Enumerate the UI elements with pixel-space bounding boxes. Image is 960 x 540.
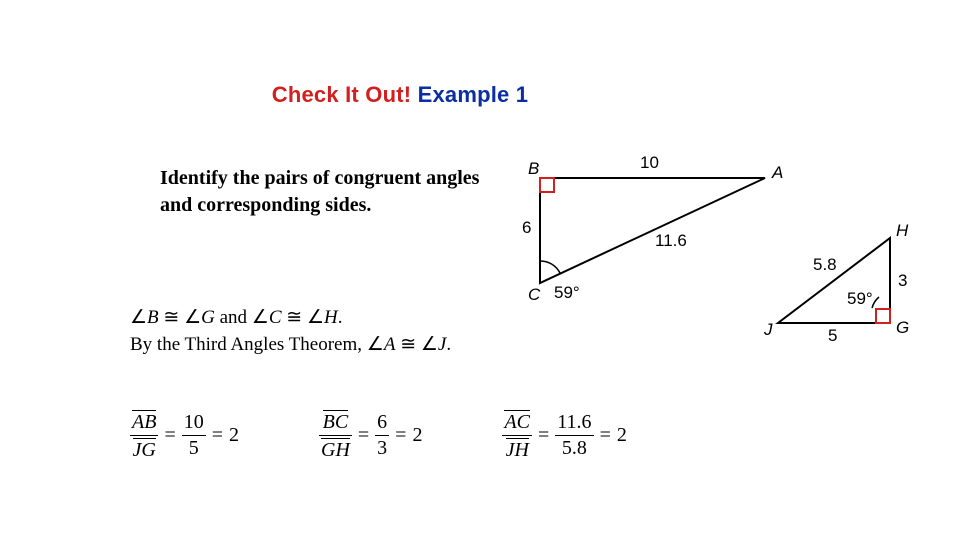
label-A: A bbox=[771, 163, 783, 182]
len-JG: 5 bbox=[828, 326, 837, 345]
triangles-figure: B A C 10 6 11.6 59° H G J bbox=[510, 148, 920, 373]
label-J: J bbox=[763, 320, 773, 339]
triangle-abc: B A C 10 6 11.6 59° bbox=[522, 153, 783, 304]
ratio-3: AC JH = 11.6 5.8 = 2 bbox=[502, 410, 626, 461]
answer-line-1: ∠B ≅ ∠G and ∠C ≅ ∠H. bbox=[130, 305, 451, 332]
ratio-1: AB JG = 10 5 = 2 bbox=[130, 410, 239, 461]
ratio-row: AB JG = 10 5 = 2 BC GH = 6 bbox=[130, 410, 627, 461]
label-G: G bbox=[896, 318, 909, 337]
len-BC: 6 bbox=[522, 218, 531, 237]
answer-line-2: By the Third Angles Theorem, ∠A ≅ ∠J. bbox=[130, 332, 451, 359]
len-JH: 5.8 bbox=[813, 255, 837, 274]
angle-C: 59° bbox=[554, 283, 580, 302]
ratio-1-num-frac: 10 5 bbox=[182, 412, 206, 459]
triangle-jgh: H G J 3 5 5.8 59° bbox=[763, 221, 909, 345]
ratio-2: BC GH = 6 3 = 2 bbox=[319, 410, 422, 461]
ratio-1-seg-frac: AB JG bbox=[130, 410, 158, 461]
ratio-1-result: 2 bbox=[229, 424, 239, 447]
len-AC: 11.6 bbox=[655, 231, 687, 250]
slide: Check It Out! Example 1 Identify the pai… bbox=[0, 0, 960, 540]
label-C: C bbox=[528, 285, 541, 304]
angle-G: 59° bbox=[847, 289, 873, 308]
label-B: B bbox=[528, 159, 539, 178]
prompt-text: Identify the pairs of congruent angles a… bbox=[160, 165, 480, 219]
title-red: Check It Out! bbox=[272, 82, 412, 107]
len-AB: 10 bbox=[640, 153, 659, 172]
title-blue: Example 1 bbox=[418, 82, 529, 107]
answer-block: ∠B ≅ ∠G and ∠C ≅ ∠H. By the Third Angles… bbox=[130, 305, 451, 358]
slide-title: Check It Out! Example 1 bbox=[0, 82, 800, 108]
label-H: H bbox=[896, 221, 909, 240]
len-HG: 3 bbox=[898, 271, 907, 290]
